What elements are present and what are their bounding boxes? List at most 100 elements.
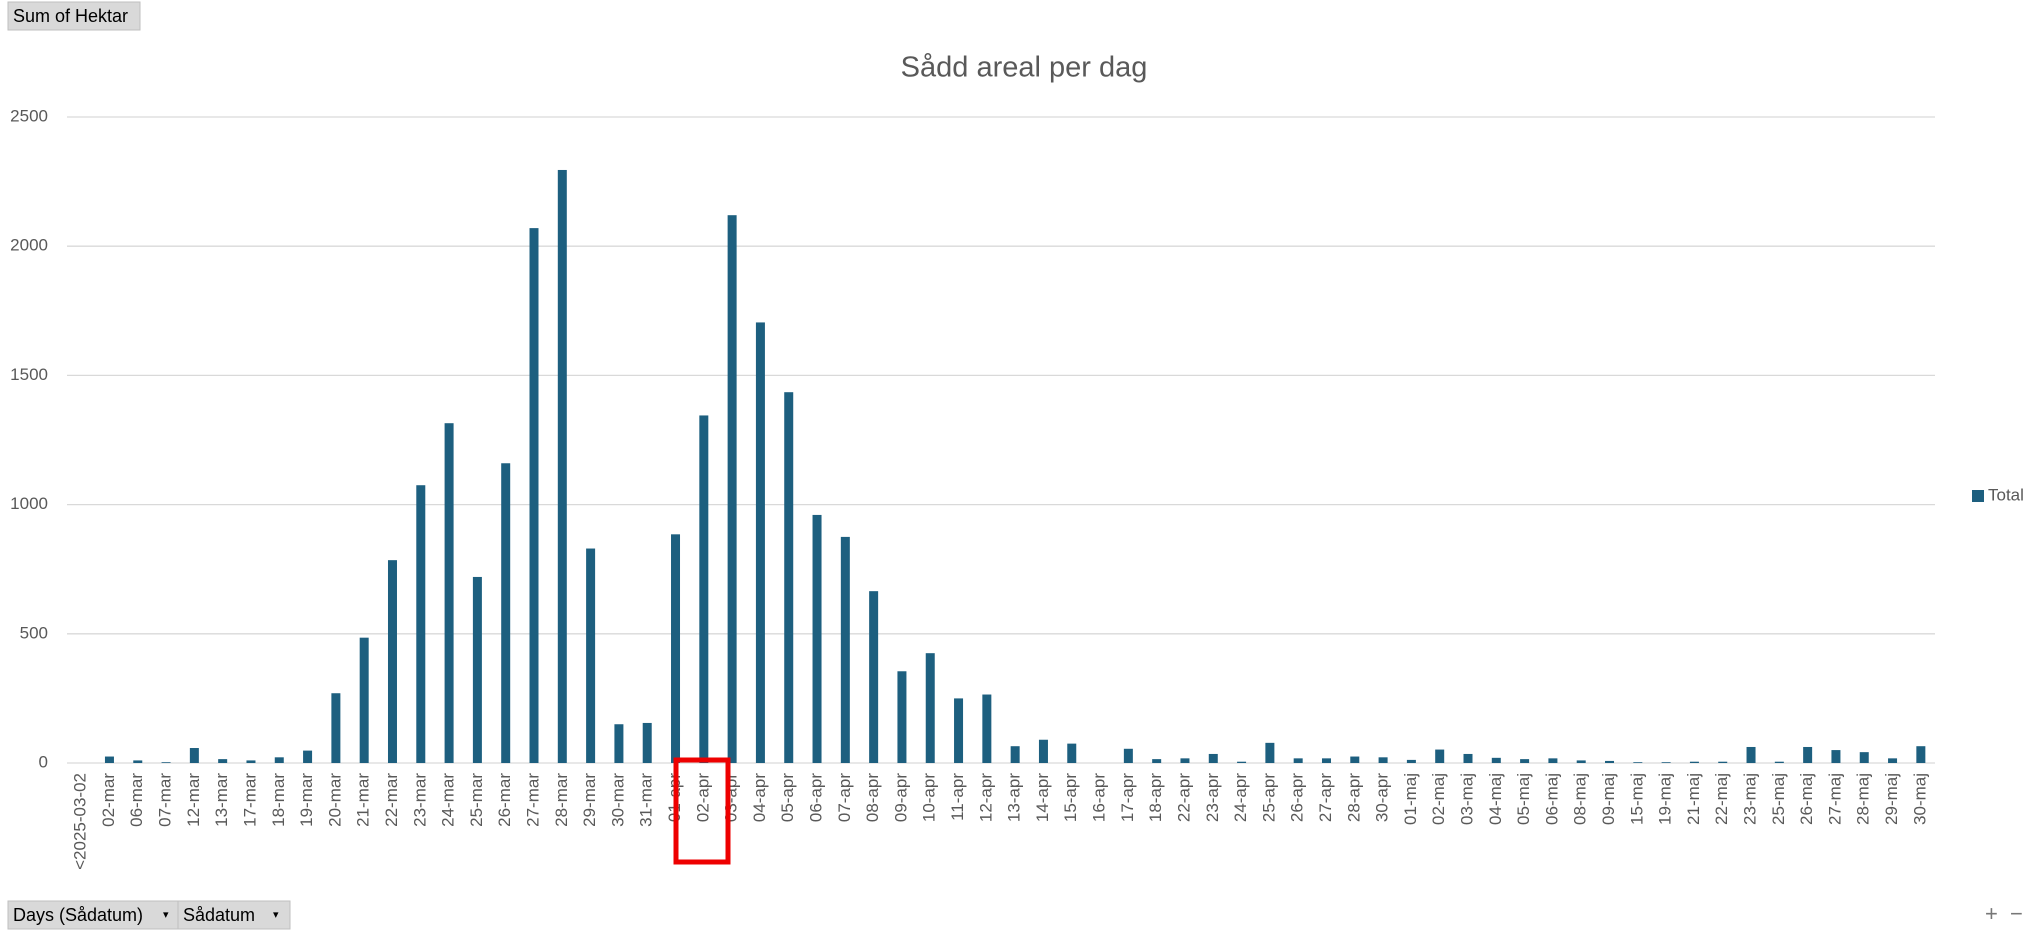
bar (586, 548, 596, 763)
chart-title: Sådd areal per dag (901, 52, 1148, 84)
bar (1152, 759, 1162, 763)
legend-label: Total (1988, 485, 2024, 504)
bar (189, 748, 199, 763)
x-tick-label: 26-apr (1288, 773, 1307, 822)
dropdown-arrow: ▾ (163, 909, 169, 921)
x-tick-label: 19-maj (1656, 773, 1675, 825)
bar (1321, 758, 1331, 763)
bar (529, 228, 539, 763)
bar (1038, 739, 1048, 763)
value-field-button[interactable] (7, 1, 141, 31)
bar (161, 762, 171, 763)
bar (1859, 752, 1869, 763)
bar (614, 724, 624, 763)
axis-field-label: Days (Sådatum) (13, 905, 143, 925)
bar (1067, 743, 1077, 763)
x-tick-label: 13-mar (212, 773, 231, 827)
bar (104, 756, 114, 763)
x-tick-label: 15-maj (1627, 773, 1646, 825)
x-tick-label: 09-apr (891, 773, 910, 822)
bar (1774, 761, 1784, 763)
x-tick-label: 04-apr (750, 773, 769, 822)
x-tick-label: 23-maj (1741, 773, 1760, 825)
x-tick-label: 08-apr (863, 773, 882, 822)
bar (246, 760, 256, 763)
bar (1916, 746, 1926, 763)
bar (699, 415, 709, 763)
bar (812, 514, 822, 763)
x-tick-label: 05-maj (1514, 773, 1533, 825)
bar (387, 560, 397, 763)
bar (1576, 760, 1586, 763)
x-tick-label: 27-apr (1316, 773, 1335, 822)
axis-field-button[interactable] (7, 900, 179, 930)
x-tick-label: 06-maj (1542, 773, 1561, 825)
x-tick-label: 15-apr (1061, 773, 1080, 822)
bar (1180, 758, 1190, 763)
x-tick-label: 07-apr (835, 773, 854, 822)
x-tick-label: 12-mar (184, 773, 203, 827)
x-tick-label: 02-apr (693, 773, 712, 822)
bar (1010, 746, 1020, 763)
x-tick-label: 11-apr (948, 773, 967, 821)
zoom-in[interactable]: + (1985, 901, 1998, 926)
bar (1718, 761, 1728, 763)
x-tick-label: 07-mar (156, 773, 175, 827)
bar (727, 215, 737, 763)
bar (897, 671, 907, 763)
bar (1265, 742, 1275, 763)
x-tick-label: 28-maj (1854, 773, 1873, 825)
bar (1237, 761, 1247, 763)
bar (869, 591, 879, 763)
y-tick-label: 1500 (10, 365, 48, 384)
y-tick-label: 500 (20, 623, 48, 642)
x-tick-label: 02-maj (1429, 773, 1448, 825)
x-tick-label: 31-mar (637, 773, 656, 827)
axis-field-button[interactable] (177, 900, 291, 930)
x-tick-label: 17-apr (1118, 773, 1137, 822)
bar (642, 722, 652, 763)
bar (1633, 762, 1643, 763)
bar (1463, 753, 1473, 763)
x-tick-label: <2025-03-02 (71, 773, 90, 870)
bar (1548, 758, 1558, 763)
bar (133, 760, 143, 763)
x-tick-label: 23-apr (1203, 773, 1222, 822)
x-tick-label: 29-mar (580, 773, 599, 827)
bar (1661, 762, 1671, 763)
bar (1746, 746, 1756, 763)
x-tick-label: 12-apr (976, 773, 995, 822)
x-tick-label: 25-apr (1259, 773, 1278, 822)
highlight-box (673, 757, 731, 865)
x-tick-label: 22-maj (1712, 773, 1731, 825)
x-tick-label: 06-mar (127, 773, 146, 827)
x-tick-label: 30-apr (1373, 773, 1392, 822)
bar (303, 750, 313, 763)
x-tick-label: 08-maj (1571, 773, 1590, 825)
x-tick-label: 03-maj (1457, 773, 1476, 825)
x-tick-label: 05-apr (778, 773, 797, 822)
bar (331, 693, 341, 763)
x-tick-label: 24-mar (439, 773, 458, 827)
x-tick-label: 21-maj (1684, 773, 1703, 825)
x-tick-label: 01-maj (1401, 773, 1420, 825)
x-tick-label: 03-apr (722, 773, 741, 822)
dropdown-arrow: ▾ (273, 909, 279, 921)
bar (1208, 753, 1218, 763)
x-tick-label: 04-maj (1486, 773, 1505, 825)
x-tick-label: 02-mar (99, 773, 118, 827)
bar (1491, 757, 1501, 763)
y-tick-label: 2500 (10, 106, 48, 125)
x-tick-label: 28-mar (552, 773, 571, 827)
bar (1605, 760, 1615, 763)
x-tick-label: 20-mar (325, 773, 344, 827)
x-tick-label: 25-mar (467, 773, 486, 827)
bar (1350, 756, 1360, 763)
bar (982, 694, 992, 763)
x-tick-label: 17-mar (240, 773, 259, 827)
axis-field-label: Sådatum (183, 905, 255, 925)
x-tick-label: 29-maj (1882, 773, 1901, 825)
value-field-label: Sum of Hektar (13, 6, 128, 26)
zoom-out[interactable]: − (2010, 901, 2023, 926)
